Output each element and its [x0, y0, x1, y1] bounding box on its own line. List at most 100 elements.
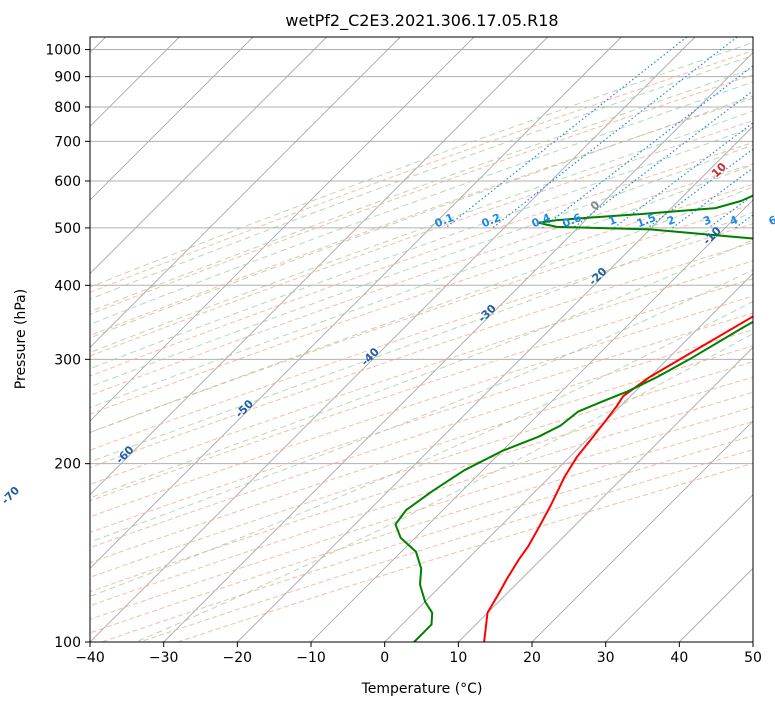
isotherm-line: [90, 37, 475, 422]
dry-adiabat: [90, 223, 753, 451]
background-lines: [90, 37, 753, 642]
dry-adiabat: [90, 120, 753, 357]
temperature-line: [483, 315, 753, 642]
dry-adiabat: [90, 203, 753, 433]
mixing-ratio-label: 1: [607, 213, 619, 228]
x-tick-label: −30: [149, 650, 179, 666]
dry-adiabat: [90, 329, 753, 549]
series-layer: [394, 194, 753, 642]
x-tick-label: −10: [296, 650, 326, 666]
isotherm-line: [310, 199, 753, 642]
y-tick-label: 700: [54, 134, 81, 150]
mixing-ratio-line: [672, 167, 753, 229]
dry-adiabat: [90, 260, 753, 485]
isotherm-line: [605, 494, 753, 642]
dry-adiabat: [90, 142, 753, 377]
isotherm-label: -50: [233, 397, 256, 420]
moist-adiabat: [90, 300, 753, 597]
y-tick-label: 400: [54, 278, 81, 294]
moist-adiabat: [90, 67, 753, 313]
x-tick-label: 10: [449, 650, 467, 666]
dry-adiabat: [90, 74, 753, 315]
dry-adiabat: [90, 361, 753, 578]
x-tick-label: 0: [380, 650, 389, 666]
x-tick-label: 50: [744, 650, 762, 666]
x-tick-label: −20: [223, 650, 253, 666]
isotherm-line: [90, 37, 548, 496]
dry-adiabat: [90, 345, 753, 564]
x-axis: −40 −30 −20 −10 0 10 20 30 40 50: [75, 642, 762, 666]
mixing-ratio-line: [572, 89, 753, 229]
dry-adiabat: [90, 50, 753, 293]
isotherm-line: [237, 125, 753, 642]
line-labels: 0.10.20.40.611.52346810131620253036-100-…: [0, 160, 775, 507]
x-tick-label: 20: [523, 650, 541, 666]
mixing-ratio-label: 3: [701, 213, 713, 228]
moist-adiabat: [90, 54, 753, 300]
dry-adiabat: [90, 376, 753, 593]
dry-adiabat: [101, 435, 753, 642]
plot-frame: [89, 36, 754, 643]
moist-adiabat: [90, 81, 753, 325]
mixing-ratio-label: 2: [665, 213, 677, 228]
x-axis-label: Temperature (°C): [361, 681, 483, 697]
moist-adiabat: [90, 211, 753, 463]
moist-adiabat: [90, 269, 753, 543]
isotherm-line: [90, 37, 696, 642]
isotherm-line: [752, 641, 753, 642]
dry-adiabat: [90, 97, 753, 337]
isotherm-line: [679, 567, 753, 642]
isotherm-label: -70: [0, 484, 22, 507]
isotherm-label: -60: [113, 443, 136, 466]
moist-adiabat: [90, 126, 753, 370]
moist-adiabat: [90, 110, 753, 354]
moist-adiabat: [90, 164, 753, 409]
dry-adiabat: [90, 163, 753, 396]
isotherm-line: [531, 420, 753, 642]
moist-adiabat: [90, 95, 753, 339]
dry-adiabat: [177, 462, 753, 642]
moist-adiabat: [90, 239, 753, 499]
mixing-ratio-line: [613, 122, 753, 229]
y-tick-label: 500: [54, 221, 81, 237]
moist-adiabat: [90, 144, 753, 388]
chart-title: wetPf2_C2E3.2021.306.17.05.R18: [285, 11, 558, 31]
x-tick-label: 30: [597, 650, 615, 666]
isotherm-line: [90, 37, 622, 569]
dry-adiabat: [90, 241, 753, 469]
x-tick-label: 40: [670, 650, 688, 666]
y-tick-label: 1000: [45, 43, 81, 59]
isotherm-line: [163, 52, 753, 642]
moist-adiabat: [90, 41, 753, 288]
dry-adiabat: [90, 391, 753, 607]
mixing-ratio-label: 4: [728, 213, 740, 228]
y-axis: 100 200 300 400 500 600 700 800 900 1000: [45, 43, 90, 651]
y-tick-label: 300: [54, 352, 81, 368]
moist-adiabat: [90, 186, 753, 434]
dry-adiabat: [90, 312, 753, 534]
y-tick-label: 600: [54, 174, 81, 190]
dewpoint-line: [394, 194, 753, 642]
isotherm-line: [384, 273, 753, 642]
y-tick-label: 900: [54, 70, 81, 86]
isotherm-line: [90, 37, 327, 275]
y-axis-label: Pressure (hPa): [13, 289, 29, 389]
y-tick-label: 100: [54, 635, 81, 651]
x-tick-label: −40: [75, 650, 105, 666]
isotherm-label: -20: [586, 265, 609, 288]
dry-adiabat: [90, 278, 753, 502]
mixing-ratio-line: [542, 65, 753, 229]
mixing-ratio-label: 6: [767, 213, 775, 228]
y-tick-label: 200: [54, 457, 81, 473]
isotherm-line: [458, 346, 753, 642]
isotherm-label: -30: [476, 302, 499, 325]
y-tick-label: 800: [54, 100, 81, 116]
dry-adiabat: [90, 295, 753, 518]
moist-adiabat: [135, 333, 753, 642]
isotherm-line: [90, 37, 401, 348]
mixing-ratio-line: [492, 37, 738, 229]
mixing-ratio-line: [734, 214, 753, 229]
dry-adiabat: [90, 183, 753, 415]
isotherm-line: [90, 37, 254, 201]
